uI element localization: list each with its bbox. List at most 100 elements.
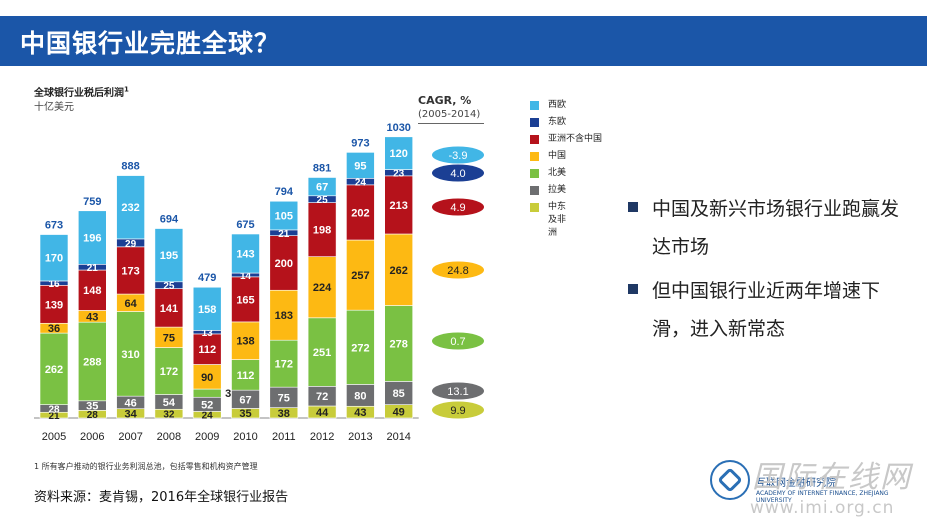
total-label: 794	[275, 186, 294, 198]
segment-label: 202	[351, 207, 369, 219]
legend-swatch	[530, 118, 539, 127]
x-tick-label: 2006	[80, 431, 104, 443]
x-tick-label: 2008	[157, 431, 181, 443]
cagr-value: 9.9	[450, 405, 465, 417]
segment-label: 21	[278, 229, 290, 240]
chart-title: 全球银行业税后利润1	[34, 85, 129, 99]
bar-segment	[269, 235, 299, 291]
segment-label: 143	[236, 249, 254, 261]
segment-label: 35	[86, 401, 98, 413]
segment-label: 32	[163, 410, 175, 421]
cagr-oval	[432, 146, 484, 164]
segment-label: 44	[316, 407, 329, 419]
segment-label: 75	[163, 332, 175, 344]
segment-label: 139	[45, 299, 63, 311]
bar-segment	[231, 359, 260, 391]
segment-label: 49	[393, 406, 405, 418]
source-note: 资料来源：麦肯锡，2016年全球银行业报告	[34, 490, 289, 505]
segment-label: 138	[236, 336, 254, 348]
legend-label: 中国	[548, 151, 567, 161]
segment-label: 85	[393, 388, 405, 400]
segment-label: 13	[202, 328, 214, 339]
segment-label: 232	[121, 202, 139, 214]
segment-label: 46	[124, 397, 136, 409]
bullet-text: 中国及新兴市场银行业跑赢发达市场	[652, 198, 900, 258]
segment-label: 72	[316, 391, 328, 403]
segment-label: 224	[313, 282, 332, 294]
cagr-oval	[432, 401, 484, 419]
bar-segment	[269, 339, 299, 388]
cagr-value: 0.7	[450, 336, 465, 348]
cagr-value: 4.9	[450, 202, 465, 214]
segment-label: 198	[313, 225, 331, 237]
segment-label: 28	[87, 410, 99, 421]
segment-label: 67	[239, 394, 251, 406]
total-label: 479	[198, 272, 216, 284]
segment-label: 34	[124, 408, 137, 420]
bar-segment	[116, 311, 145, 397]
x-tick-label: 2014	[386, 431, 410, 443]
cagr-value: 24.8	[447, 265, 468, 277]
segment-label: 28	[48, 404, 60, 415]
legend-swatch	[530, 169, 539, 178]
segment-label: 24	[202, 411, 214, 422]
logo-text-en: ACADEMY OF INTERNET FINANCE, ZHEJIANG UN…	[756, 490, 889, 504]
segment-label: 21	[87, 263, 99, 274]
legend-swatch	[530, 186, 539, 195]
segment-label: 165	[236, 294, 254, 306]
legend-swatch	[530, 152, 539, 161]
bar-segment	[269, 200, 299, 231]
bullet-square-icon	[628, 202, 638, 212]
legend-label: 东欧	[548, 117, 567, 127]
segment-label: 64	[124, 298, 137, 310]
segment-label: 16	[48, 279, 60, 290]
x-tick-label: 2007	[118, 431, 142, 443]
logo-text-cn: 互联网金融研究院	[756, 478, 836, 489]
segment-label: 24	[355, 178, 367, 189]
legend-label: 亚洲不含中国	[548, 134, 603, 144]
legend-label: 北美	[548, 168, 567, 178]
total-label: 888	[121, 161, 139, 173]
segment-label: 172	[275, 359, 293, 371]
segment-label: 21	[48, 411, 60, 422]
bar-segment	[78, 210, 107, 265]
segment-label: 173	[121, 265, 139, 277]
segment-label: 257	[351, 270, 369, 282]
bar-segment	[384, 136, 414, 170]
bar-segment	[192, 333, 222, 365]
segment-label: 172	[160, 366, 178, 378]
page-title: 中国银行业完胜全球？	[20, 29, 281, 58]
cagr-value: 4.0	[450, 168, 465, 180]
total-label: 694	[160, 214, 179, 226]
bar-segment	[116, 246, 145, 295]
cagr-value: 13.1	[447, 386, 468, 398]
legend-label: 拉美	[548, 185, 567, 195]
segment-label: 43	[86, 311, 98, 323]
segment-label: 80	[354, 390, 366, 402]
x-tick-label: 2005	[42, 431, 66, 443]
watermark-url: www.imi.org.cn	[750, 498, 895, 518]
bar-segment	[307, 177, 337, 197]
legend-swatch	[530, 203, 539, 212]
segment-label: 195	[160, 250, 178, 262]
bar-segment	[39, 285, 69, 324]
x-tick-label: 2012	[310, 431, 334, 443]
segment-label: 36	[48, 323, 60, 335]
bar-segment	[307, 202, 337, 257]
segment-label: 196	[83, 233, 101, 245]
bar-segment	[346, 152, 375, 179]
bar-segment	[384, 175, 414, 235]
bar-segment	[231, 276, 260, 323]
cagr-oval	[432, 382, 484, 400]
segment-label: 262	[390, 265, 408, 277]
segment-label: 278	[390, 338, 408, 350]
segment-label: 158	[198, 304, 216, 316]
segment-label: 170	[45, 253, 63, 265]
bar-segment	[154, 228, 184, 283]
cagr-range: (2005-2014)	[418, 109, 481, 120]
bar-segment	[307, 256, 337, 319]
segment-label: 112	[237, 370, 255, 382]
segment-label: 52	[201, 399, 213, 411]
cagr-oval	[432, 198, 484, 216]
bar-segment	[346, 309, 375, 385]
